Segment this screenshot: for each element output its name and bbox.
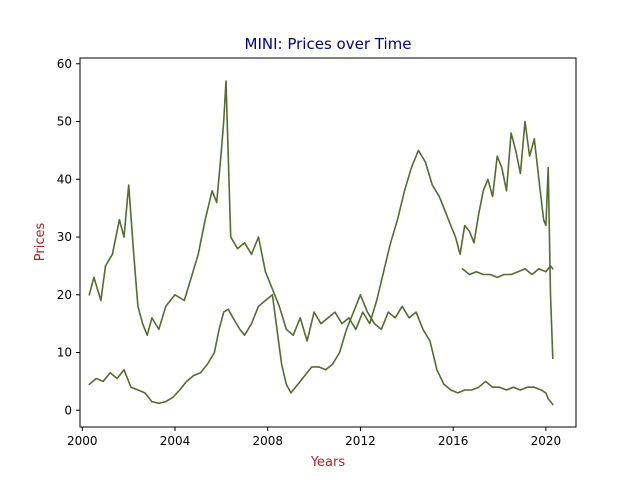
y-tick-label: 40 [57, 172, 72, 186]
x-tick-label: 2012 [345, 434, 376, 448]
chart-title: MINI: Prices over Time [245, 35, 412, 53]
series-layer [88, 80, 554, 406]
series-line-3 [461, 265, 554, 279]
y-tick-label: 20 [57, 288, 72, 302]
x-axis-label: Years [310, 455, 346, 470]
y-axis-label: Prices [33, 223, 48, 262]
x-tick-label: 2016 [438, 434, 469, 448]
axes-frame [79, 57, 577, 428]
plot-area: 2000 2004 2008 2012 2016 2020 0 10 20 30 40 50 60 [57, 57, 577, 448]
y-tick-label: 10 [57, 346, 72, 360]
x-tick-label: 2004 [160, 434, 191, 448]
x-axis-ticks: 2000 2004 2008 2012 2016 2020 [67, 427, 561, 448]
y-tick-label: 60 [57, 57, 72, 71]
y-tick-label: 0 [64, 403, 72, 417]
x-tick-label: 2008 [252, 434, 283, 448]
y-tick-label: 50 [57, 115, 72, 129]
x-tick-label: 2000 [67, 434, 98, 448]
series-line-2 [88, 294, 554, 406]
series-line-1 [88, 80, 554, 360]
y-axis-ticks: 0 10 20 30 40 50 60 [57, 57, 80, 417]
y-tick-label: 30 [57, 230, 72, 244]
x-tick-label: 2020 [531, 434, 562, 448]
